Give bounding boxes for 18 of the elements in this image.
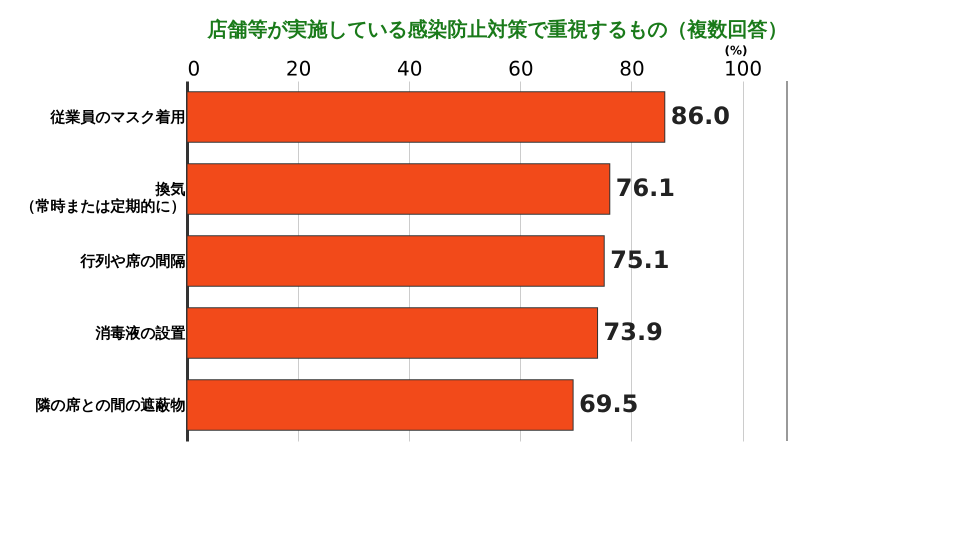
data-label: 86.0 <box>670 102 730 130</box>
y-tick-label: 従業員のマスク着用 <box>50 108 186 126</box>
x-axis-title: (%) <box>724 44 748 58</box>
x-tick-label: 80 <box>619 56 645 80</box>
data-label: 75.1 <box>610 246 670 274</box>
x-tick-label: 60 <box>508 56 534 80</box>
data-label: 73.9 <box>604 318 663 346</box>
x-tick-label: 100 <box>724 56 762 80</box>
x-tick-label: 40 <box>396 56 422 80</box>
y-tick-label: 消毒液の設置 <box>94 324 186 342</box>
y-tick-label: 換気（常時または定期的に） <box>20 180 186 215</box>
y-tick-label: 行列や席の間隔 <box>80 252 186 270</box>
data-label: 76.1 <box>616 174 675 202</box>
data-label: 69.5 <box>579 390 638 418</box>
y-tick-label: 隣の席との間の遮蔽物 <box>36 396 186 414</box>
chart-title: 店舗等が実施している感染防止対策で重視するもの（複数回答） <box>206 17 788 41</box>
x-tick-label: 20 <box>286 56 312 80</box>
x-tick-label: 0 <box>188 56 200 80</box>
